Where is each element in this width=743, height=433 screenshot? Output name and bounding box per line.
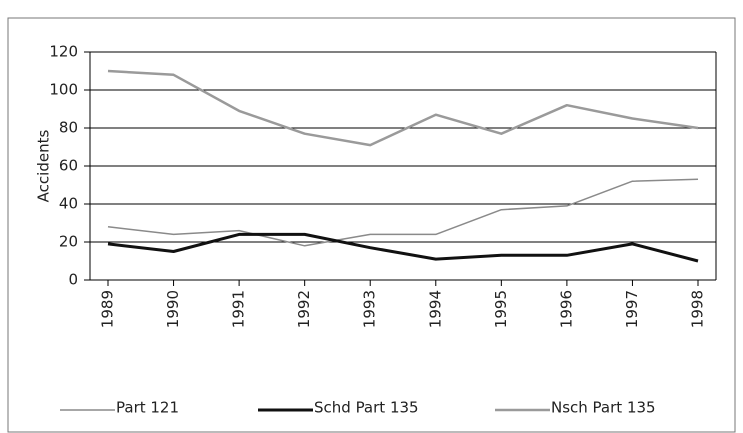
series-line bbox=[107, 232, 699, 263]
x-tick-label: 1992 bbox=[295, 290, 313, 328]
legend-label: Part 121 bbox=[116, 399, 179, 417]
y-tick-label: 80 bbox=[59, 119, 78, 137]
x-tick-label: 1995 bbox=[492, 290, 510, 328]
x-tick-label: 1990 bbox=[164, 290, 182, 328]
y-tick-label: 60 bbox=[59, 157, 78, 175]
x-tick-label: 1994 bbox=[426, 290, 444, 328]
y-tick-label: 40 bbox=[59, 195, 78, 213]
legend-label: Nsch Part 135 bbox=[551, 399, 656, 417]
y-axis-label: Accidents bbox=[35, 130, 53, 203]
y-tick-label: 20 bbox=[59, 233, 78, 251]
y-tick-label: 0 bbox=[68, 271, 78, 289]
x-tick-label: 1996 bbox=[557, 290, 575, 328]
x-tick-label: 1991 bbox=[230, 290, 248, 328]
x-tick-label: 1998 bbox=[689, 290, 707, 328]
series-line bbox=[107, 69, 699, 147]
legend-label: Schd Part 135 bbox=[314, 399, 419, 417]
x-tick-label: 1989 bbox=[99, 290, 117, 328]
y-tick-label: 100 bbox=[49, 81, 78, 99]
series-line bbox=[107, 178, 699, 247]
x-tick-label: 1997 bbox=[623, 290, 641, 328]
y-tick-label: 120 bbox=[49, 43, 78, 61]
x-tick-label: 1993 bbox=[361, 290, 379, 328]
frame bbox=[7, 17, 736, 433]
